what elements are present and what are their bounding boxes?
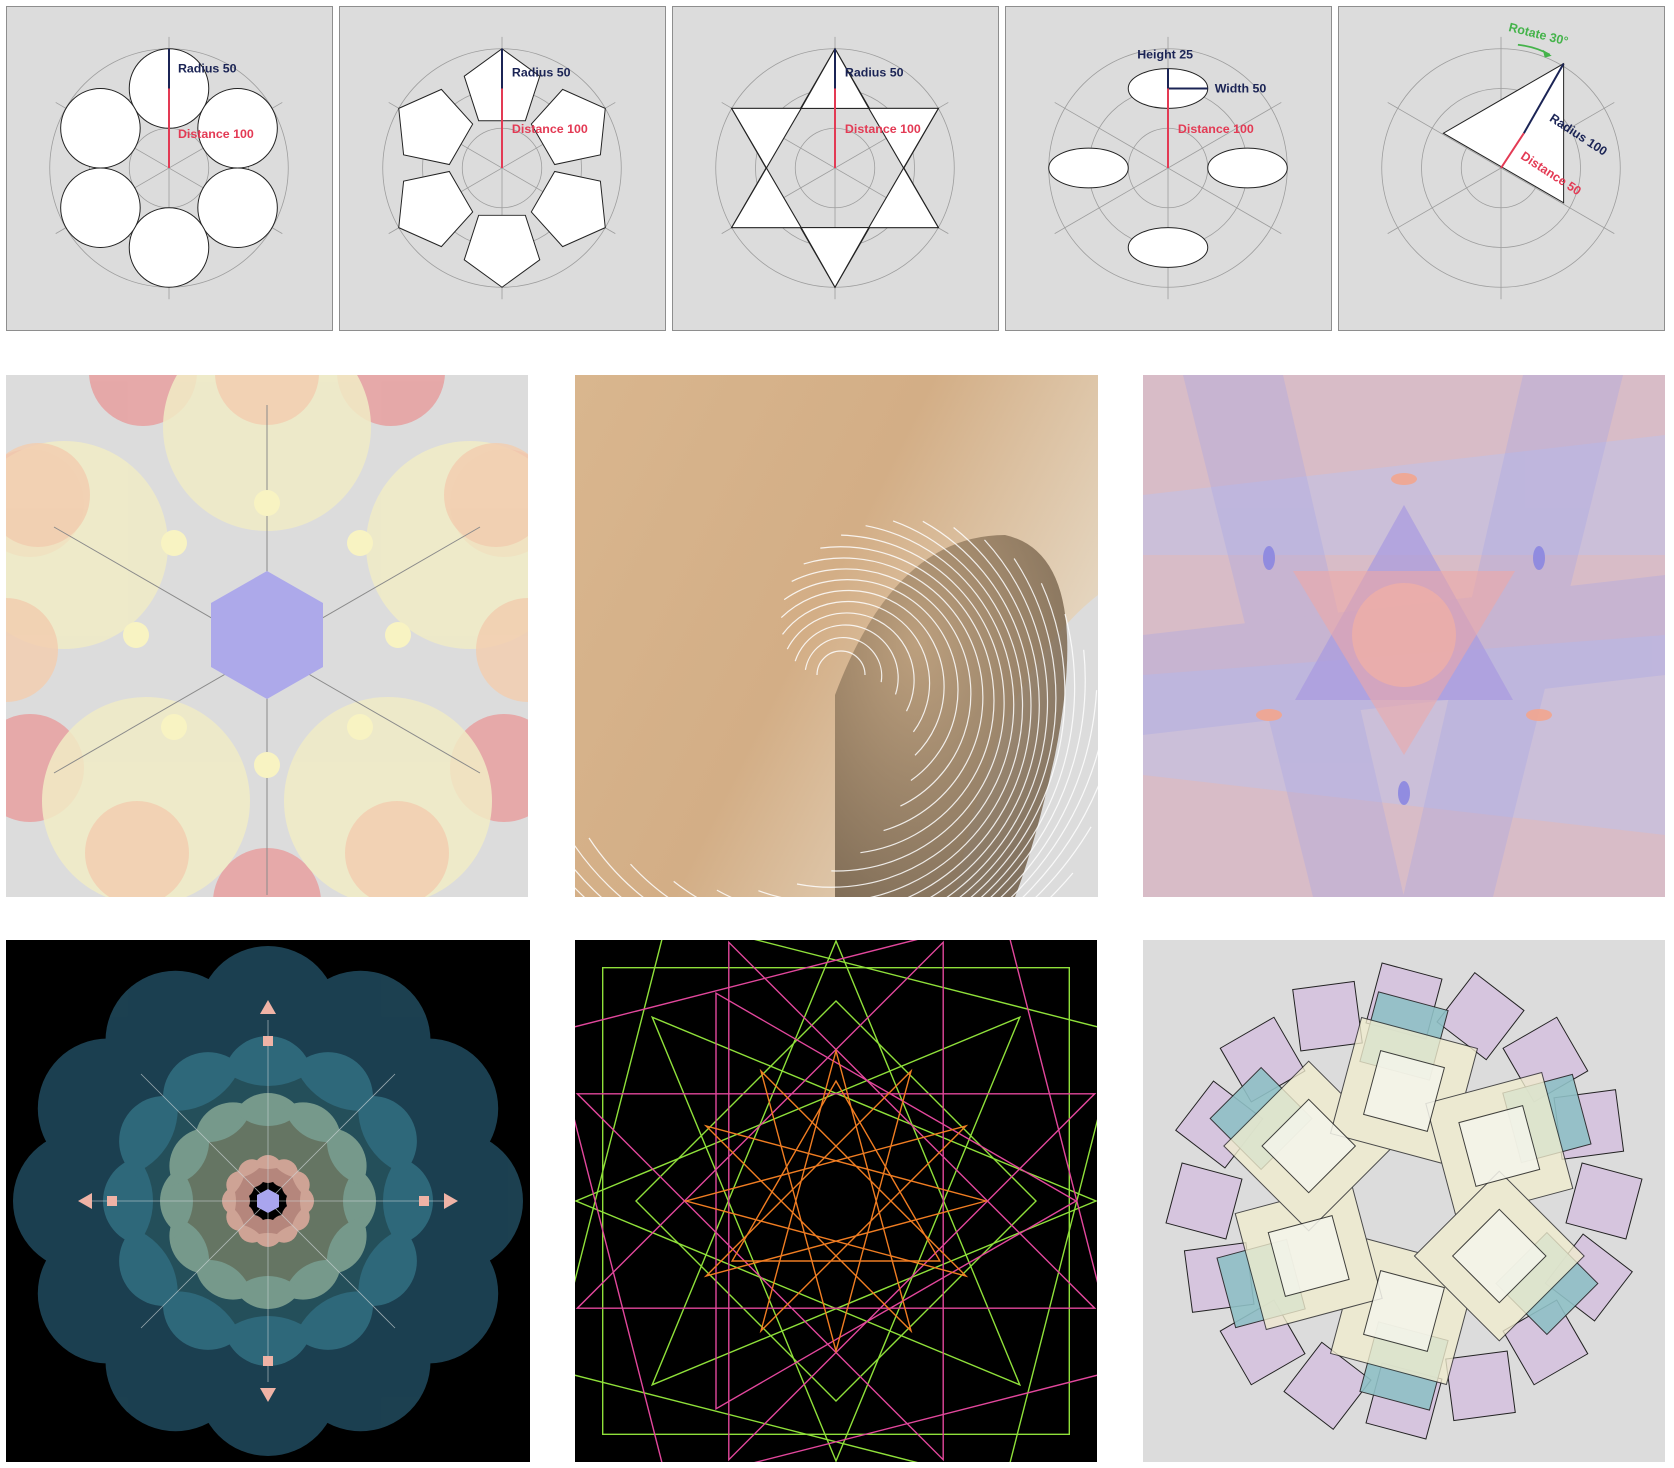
art-lavender-kaleidoscope <box>1143 375 1665 897</box>
radius-label: Radius 50 <box>178 62 237 76</box>
mandala-square <box>1451 1208 1547 1304</box>
art-neon-lines <box>575 940 1097 1462</box>
spiral-line <box>1010 749 1098 897</box>
peach-ovals <box>1256 473 1552 721</box>
radius-label: Radius 50 <box>512 66 571 80</box>
neon-polygon <box>683 1048 989 1354</box>
spiral-line <box>780 589 945 756</box>
distance-label: Distance 100 <box>845 122 921 136</box>
pentagon <box>398 88 474 166</box>
spiral-line <box>786 612 915 712</box>
neon-polygon <box>730 1079 942 1262</box>
radius-line <box>1522 63 1565 134</box>
mandala-square <box>1165 1162 1243 1240</box>
art-pastel-circles <box>6 375 528 897</box>
diagram-star: Radius 50 Distance 100 <box>672 6 999 331</box>
neon-polygon <box>715 991 1078 1411</box>
spiral-line <box>575 583 1066 897</box>
spiral-line <box>794 624 899 695</box>
mandala-square <box>1445 1350 1516 1422</box>
neon-polygon <box>575 940 1097 1462</box>
spiral-line <box>820 546 995 854</box>
center-hexagon <box>257 1189 279 1213</box>
pentagon <box>530 88 606 166</box>
mandala-square <box>1565 1162 1643 1240</box>
spiral-line <box>758 520 1024 897</box>
circle-ring <box>60 48 278 288</box>
spiral-line <box>673 527 1040 897</box>
small-dots <box>123 490 411 778</box>
rosette-circle <box>281 1171 310 1199</box>
center-hexagon <box>211 571 323 699</box>
distance-label: Distance 100 <box>512 122 588 136</box>
diagram-ellipses: Height 25 Width 50 Distance 100 <box>1005 6 1332 331</box>
art-teal-rosette <box>6 940 530 1462</box>
spiral-lines <box>575 520 1098 897</box>
green-lines <box>575 940 1097 1462</box>
rotate-arrowhead <box>1542 49 1552 58</box>
neon-polygon <box>575 940 1097 1462</box>
spiral-line <box>796 525 1015 888</box>
mandala-square <box>1261 1098 1357 1194</box>
mandala-square <box>1283 1341 1372 1430</box>
pentagon-ring <box>398 48 606 288</box>
spiral-line <box>831 534 1005 872</box>
pentagon <box>398 170 474 248</box>
spiral-line <box>791 568 972 807</box>
height-label: Height 25 <box>1137 48 1193 62</box>
diagram-rotated-triangle: Rotate 30° Radius 100 Distance 50 <box>1338 6 1665 331</box>
mandala-square <box>1292 980 1363 1052</box>
neon-polygon <box>602 967 1070 1435</box>
rotate-label: Rotate 30° <box>1507 20 1569 48</box>
spiral-line <box>816 650 866 676</box>
neon-polygon <box>575 940 1097 1462</box>
distance-line <box>1500 132 1525 169</box>
mandala-square <box>1362 1049 1446 1133</box>
white-squares <box>1261 1049 1547 1353</box>
pentagon <box>530 170 606 248</box>
orange-lines <box>683 1048 989 1354</box>
spiral-line <box>575 613 1076 897</box>
mandala-square <box>1362 1269 1446 1353</box>
art-spiral <box>575 375 1098 897</box>
art-squares-mandala <box>1143 940 1665 1462</box>
spiral-line <box>1000 690 1098 897</box>
spiral-line <box>716 520 1032 897</box>
mandala-square <box>1436 972 1525 1061</box>
spiral-line <box>575 649 1086 897</box>
spiral-line <box>630 539 1049 897</box>
diagram-circles: Radius 50 Distance 100 <box>6 6 333 331</box>
distance-label: Distance 100 <box>178 127 254 141</box>
neon-polygon <box>575 940 1097 1462</box>
spiral-line <box>804 637 883 683</box>
spiral-line <box>588 558 1057 897</box>
polar-grid <box>1381 36 1621 300</box>
spiral-line <box>783 579 959 781</box>
pentagon <box>463 214 541 288</box>
mandala-square <box>1458 1104 1541 1188</box>
mandala-square <box>1267 1214 1350 1298</box>
diagram-pentagons: Radius 50 Distance 100 <box>339 6 666 331</box>
peach-circles <box>6 375 528 897</box>
radius-label: Radius 50 <box>845 66 904 80</box>
spiral-line <box>782 600 931 733</box>
spiral-line <box>803 557 984 832</box>
center-circle <box>1352 583 1456 687</box>
arrow-markers <box>78 1000 458 1402</box>
distance-label: Distance 100 <box>1178 122 1254 136</box>
pink-lines <box>575 940 1097 1462</box>
neon-polygon <box>635 1000 1037 1402</box>
violet-ovals <box>1263 546 1545 805</box>
triangle <box>1442 62 1565 204</box>
width-label: Width 50 <box>1215 81 1267 95</box>
